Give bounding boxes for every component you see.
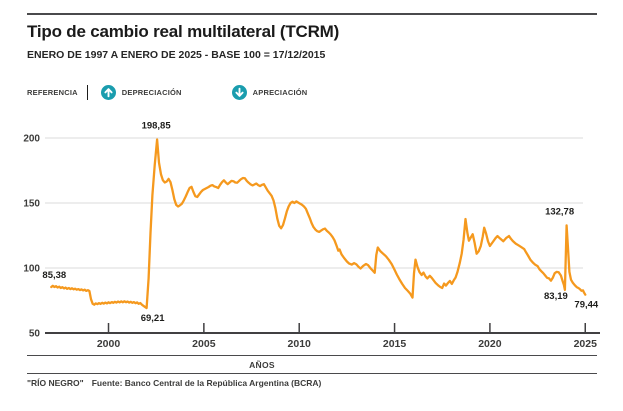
data-label-83_19: 83,19	[544, 291, 568, 302]
y-tick-label-150: 150	[23, 199, 40, 210]
x-axis-title: AÑOS	[249, 360, 275, 370]
data-label-79_44: 79,44	[574, 300, 598, 311]
x-tick-label-2020: 2020	[478, 338, 502, 350]
footer: "RÍO NEGRO" Fuente: Banco Central de la …	[27, 378, 321, 388]
x-tick-label-2025: 2025	[574, 338, 598, 350]
legend-reference-label: REFERENCIA	[27, 87, 78, 97]
page-title: Tipo de cambio real multilateral (TCRM)	[27, 22, 340, 41]
x-tick-label-2010: 2010	[288, 338, 312, 350]
data-label-198_85: 198,85	[142, 121, 172, 132]
arrow-down-circle-icon	[231, 84, 247, 100]
y-tick-label-50: 50	[29, 329, 41, 340]
top-border-rule	[27, 13, 597, 15]
page-subtitle: ENERO DE 1997 A ENERO DE 2025 - BASE 100…	[27, 49, 326, 61]
x-tick-label-2015: 2015	[383, 338, 407, 350]
arrow-up-circle-icon	[100, 84, 116, 100]
footer-credit: "RÍO NEGRO"	[27, 378, 84, 388]
legend: REFERENCIA DEPRECIACIÓN APRECIACIÓN	[27, 84, 307, 100]
footer-source: Fuente: Banco Central de la República Ar…	[91, 378, 322, 388]
tcrm-line	[50, 138, 587, 310]
data-label-132_78: 132,78	[545, 206, 574, 217]
data-label-69_21: 69,21	[141, 313, 165, 324]
legend-label-depreciation: DEPRECIACIÓN	[121, 87, 182, 97]
legend-divider	[86, 84, 88, 100]
y-tick-label-200: 200	[23, 134, 40, 145]
axis-band-rule-top	[27, 355, 597, 356]
legend-item-appreciation: APRECIACIÓN	[231, 84, 308, 100]
legend-label-appreciation: APRECIACIÓN	[252, 87, 308, 97]
x-tick-label-2005: 2005	[192, 338, 216, 350]
y-tick-label-100: 100	[23, 264, 40, 275]
axis-band-rule-bottom	[27, 373, 597, 374]
x-tick-label-2000: 2000	[97, 338, 121, 350]
data-label-85_38: 85,38	[42, 270, 66, 281]
legend-item-depreciation: DEPRECIACIÓN	[100, 84, 182, 100]
